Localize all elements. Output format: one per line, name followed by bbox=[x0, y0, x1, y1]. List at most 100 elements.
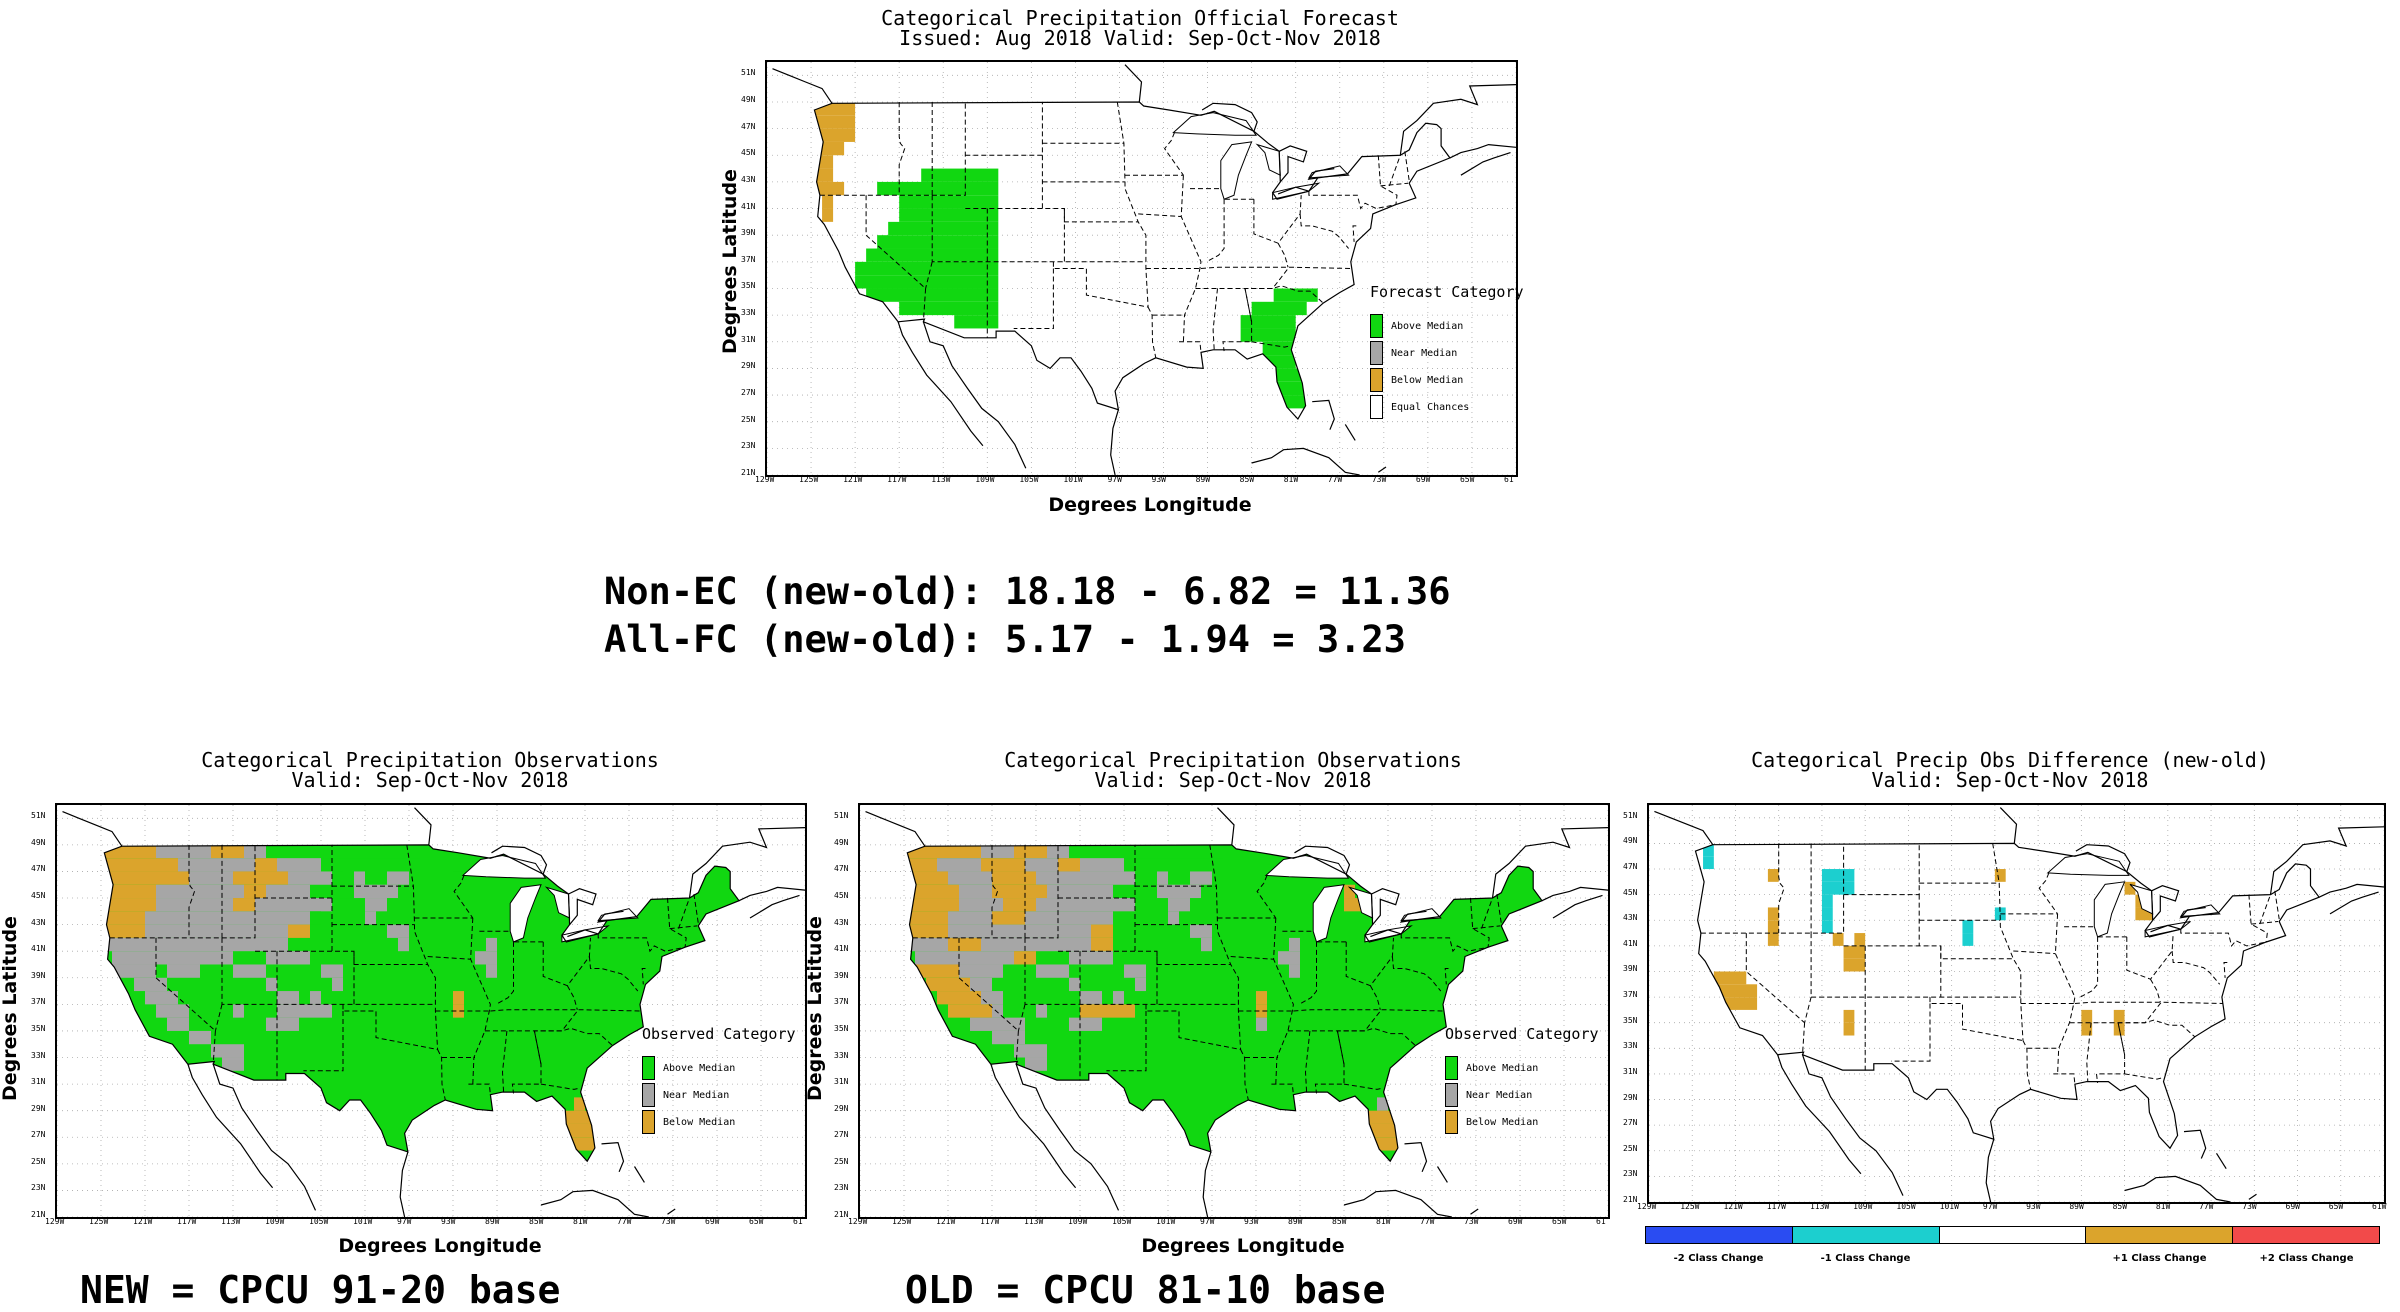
obs-new-cell bbox=[266, 951, 310, 965]
obs-old-cell bbox=[1069, 1017, 1102, 1031]
obs-new-cell bbox=[266, 977, 277, 992]
difference-lat-tick: 49N bbox=[1623, 836, 1638, 846]
forecast-lakes bbox=[1172, 112, 1350, 200]
obs-old-cell bbox=[1080, 1004, 1135, 1018]
obs-old-legend: Observed Category Above Median Near Media… bbox=[1445, 1025, 1599, 1134]
obs-old-lon-tick: 97W bbox=[1200, 1217, 1215, 1226]
legend-swatch bbox=[642, 1110, 655, 1134]
obs-new-y-axis-label: Degrees Latitude bbox=[0, 916, 21, 1101]
obs-old-cell bbox=[948, 937, 981, 952]
legend-label: Above Median bbox=[1391, 320, 1464, 332]
legend-swatch bbox=[642, 1056, 655, 1080]
difference-lon-tick: 117W bbox=[1766, 1202, 1786, 1211]
obs-old-cell bbox=[1047, 884, 1069, 899]
difference-lon-tick: 97W bbox=[1982, 1202, 1998, 1211]
legend-item: Above Median bbox=[642, 1055, 735, 1081]
forecast-lon-tick: 77W bbox=[1327, 475, 1343, 484]
difference-cell bbox=[1843, 1009, 1855, 1023]
obs-new-cell bbox=[167, 1017, 189, 1031]
obs-new-lon-tick: 117W bbox=[177, 1217, 197, 1226]
obs-new-lat-tick: 21N bbox=[31, 1210, 46, 1219]
obs-new-cell bbox=[134, 977, 167, 992]
obs-old-cell bbox=[1014, 937, 1091, 952]
difference-svg bbox=[1649, 805, 2384, 1202]
forecast-lon-tick: 89W bbox=[1195, 475, 1211, 484]
forecast-y-axis-label: Degrees Latitude bbox=[719, 169, 741, 354]
obs-old-cell bbox=[1036, 898, 1058, 912]
obs-new-lon-tick: 69W bbox=[705, 1217, 720, 1226]
obs-new-cell bbox=[145, 911, 189, 925]
difference-cell bbox=[2113, 1009, 2125, 1023]
obs-old-cell bbox=[1190, 924, 1212, 938]
obs-old-cell bbox=[1124, 964, 1146, 978]
legend-label: Near Median bbox=[663, 1089, 730, 1101]
obs-old-cell bbox=[907, 884, 959, 899]
obs-old-cell bbox=[1080, 991, 1102, 1005]
obs-old-cell bbox=[992, 911, 1025, 925]
obs-new-title-line1: Categorical Precipitation Observations bbox=[201, 748, 659, 772]
obs-old-cell bbox=[1025, 1057, 1047, 1071]
colorbar-segment bbox=[1792, 1227, 1940, 1243]
forecast-category-fills bbox=[814, 102, 1318, 409]
obs-old-lon-tick: 113W bbox=[1024, 1217, 1044, 1226]
difference-lon-tick: 121W bbox=[1723, 1202, 1743, 1211]
forecast-cell bbox=[899, 301, 999, 316]
difference-cell bbox=[1843, 1022, 1855, 1036]
obs-new-cell bbox=[104, 924, 145, 938]
obs-new-cell bbox=[266, 884, 310, 899]
obs-new-cell bbox=[211, 1044, 244, 1058]
difference-title-line1: Categorical Precip Obs Difference (new-o… bbox=[1751, 748, 2269, 772]
forecast-map bbox=[765, 60, 1518, 477]
obs-new-cell bbox=[354, 871, 365, 885]
difference-cell bbox=[1821, 894, 1833, 908]
obs-old-cell bbox=[1014, 844, 1047, 859]
forecast-cell bbox=[954, 315, 999, 329]
obs-old-lat-tick: 47N bbox=[834, 864, 849, 874]
obs-new-legend-title: Observed Category bbox=[642, 1025, 796, 1043]
obs-new-cell bbox=[189, 871, 233, 885]
forecast-cell bbox=[1240, 328, 1296, 342]
colorbar-label: +2 Class Change bbox=[2259, 1253, 2354, 1264]
obs-new-svg bbox=[57, 805, 805, 1217]
obs-old-cell bbox=[1168, 898, 1190, 912]
obs-new-cell bbox=[321, 964, 343, 978]
forecast-legend: Forecast Category Above Median Near Media… bbox=[1370, 283, 1524, 419]
difference-gridlines bbox=[1649, 805, 2384, 1202]
difference-cell bbox=[1843, 945, 1866, 959]
obs-old-cell bbox=[1036, 871, 1058, 885]
forecast-lat-tick: 45N bbox=[741, 148, 756, 158]
difference-lat-tick: 35N bbox=[1623, 1015, 1638, 1025]
obs-new-state-boundaries bbox=[109, 844, 699, 1101]
obs-new-cell bbox=[178, 858, 222, 872]
forecast-lat-tick: 37N bbox=[741, 254, 756, 264]
obs-old-lat-tick: 37N bbox=[834, 997, 849, 1007]
obs-old-lat-tick: 33N bbox=[834, 1050, 849, 1060]
colorbar-label: -2 Class Change bbox=[1673, 1253, 1764, 1264]
obs-old-title-line1: Categorical Precipitation Observations bbox=[1004, 748, 1462, 772]
difference-lon-tick: 105W bbox=[1896, 1202, 1916, 1211]
difference-cell bbox=[2081, 1009, 2093, 1023]
obs-old-cell bbox=[1058, 871, 1091, 885]
obs-new-cell bbox=[104, 858, 134, 872]
obs-new-lat-tick: 31N bbox=[31, 1077, 46, 1087]
obs-new-cell bbox=[189, 1030, 211, 1045]
obs-new-lon-tick: 65W bbox=[749, 1217, 764, 1226]
obs-old-cell bbox=[1256, 1017, 1267, 1031]
difference-cell bbox=[1821, 907, 1833, 921]
obs-old-cell bbox=[937, 991, 981, 1005]
obs-old-lon-tick: 85W bbox=[1332, 1217, 1347, 1226]
forecast-cell bbox=[1262, 355, 1296, 369]
obs-new-cell bbox=[211, 937, 288, 952]
obs-old-cell bbox=[1069, 884, 1113, 899]
legend-item: Equal Chances bbox=[1370, 394, 1469, 420]
obs-new-cell bbox=[104, 871, 145, 885]
obs-old-cell bbox=[981, 844, 1014, 859]
obs-new-cell bbox=[244, 844, 266, 859]
obs-new-lat-tick: 37N bbox=[31, 997, 46, 1007]
colorbar-segment bbox=[2233, 1227, 2379, 1243]
obs-old-lon-tick: 61 bbox=[1596, 1217, 1606, 1226]
forecast-cell bbox=[888, 221, 999, 236]
obs-new-lon-tick: 85W bbox=[529, 1217, 544, 1226]
obs-new-cell bbox=[453, 991, 464, 1005]
difference-coastlines bbox=[1654, 807, 2384, 1202]
